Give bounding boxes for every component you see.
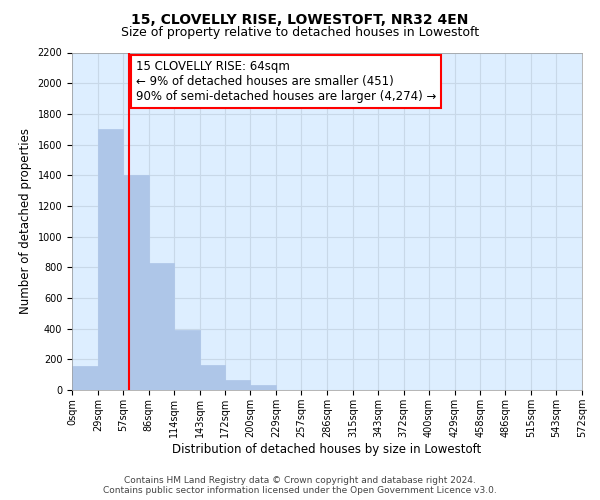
Bar (250, 386, 276, 390)
Text: Size of property relative to detached houses in Lowestoft: Size of property relative to detached ho… (121, 26, 479, 39)
Bar (149, 262, 173, 390)
Bar (199, 364, 226, 390)
Bar (123, 175, 149, 390)
Bar (98, 129, 123, 390)
Bar (72, 366, 98, 390)
Y-axis label: Number of detached properties: Number of detached properties (19, 128, 32, 314)
Bar (173, 330, 199, 390)
X-axis label: Distribution of detached houses by size in Lowestoft: Distribution of detached houses by size … (172, 442, 482, 456)
Bar (226, 380, 250, 390)
Text: 15 CLOVELLY RISE: 64sqm
← 9% of detached houses are smaller (451)
90% of semi-de: 15 CLOVELLY RISE: 64sqm ← 9% of detached… (136, 60, 437, 103)
Text: 15, CLOVELLY RISE, LOWESTOFT, NR32 4EN: 15, CLOVELLY RISE, LOWESTOFT, NR32 4EN (131, 12, 469, 26)
Text: Contains HM Land Registry data © Crown copyright and database right 2024.
Contai: Contains HM Land Registry data © Crown c… (103, 476, 497, 495)
